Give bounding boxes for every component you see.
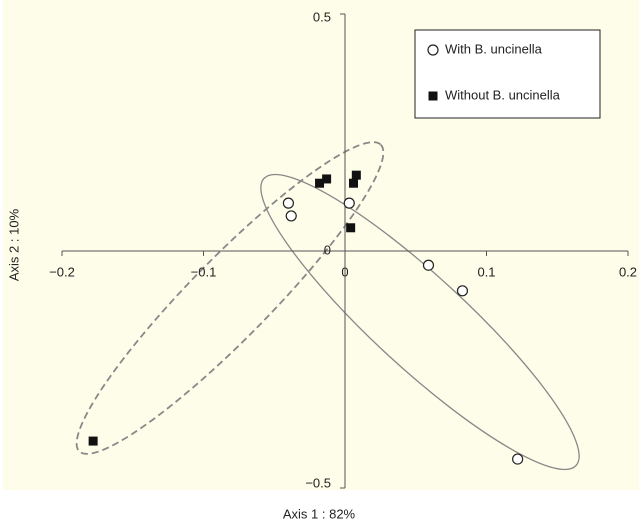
point [348, 178, 358, 188]
point [422, 259, 435, 271]
point [346, 223, 356, 233]
point [322, 174, 332, 184]
legend-label: With B. uncinella [445, 41, 543, 56]
x-tick-label: 0.2 [619, 264, 637, 279]
point [315, 178, 325, 188]
x-tick-label: −0.1 [191, 264, 217, 279]
group-ellipse-dashed [75, 141, 385, 455]
y-axis-label: Axis 2 : 10% [6, 208, 21, 281]
group-ellipse [260, 173, 580, 471]
x-tick-label: 0.1 [477, 264, 495, 279]
x-axis-label: Axis 1 : 82% [283, 506, 356, 521]
y-tick-label: 0.5 [313, 9, 331, 24]
legend-label: Without B. uncinella [445, 87, 561, 102]
y-tick-label: 0 [324, 242, 331, 257]
x-tick-label: 0 [341, 264, 348, 279]
point [351, 170, 361, 180]
legend-box [414, 29, 601, 119]
x-tick-label: −0.2 [49, 264, 75, 279]
point [285, 210, 297, 222]
point [456, 285, 469, 297]
point [512, 453, 524, 465]
point [282, 197, 294, 209]
legend-marker [427, 44, 439, 56]
point [343, 197, 355, 209]
y-tick-label: −0.5 [305, 475, 331, 490]
legend-marker [428, 91, 438, 101]
point [88, 436, 98, 446]
